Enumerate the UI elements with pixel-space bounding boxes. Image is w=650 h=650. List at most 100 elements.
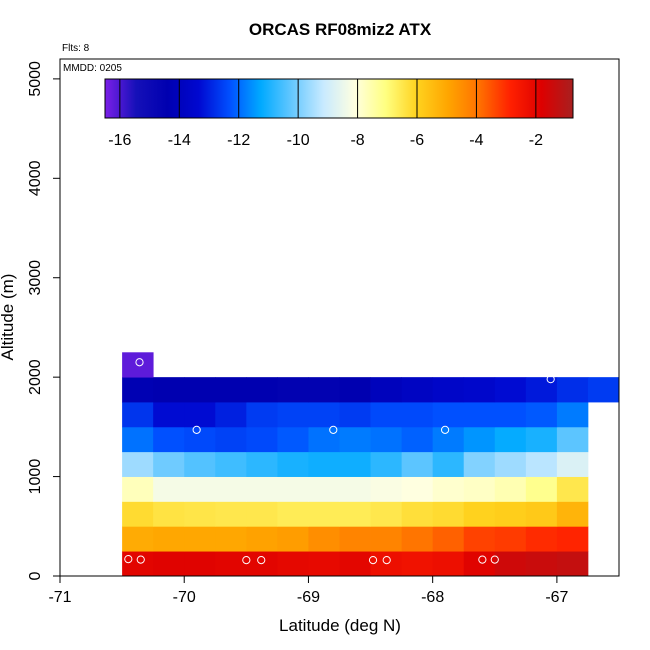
heatmap-cell (308, 551, 340, 577)
heatmap-cell (339, 501, 371, 527)
colorbar-tick-label: -10 (287, 132, 310, 149)
colorbar-gradient (104, 78, 574, 119)
heatmap-cell (432, 501, 465, 527)
heatmap-cell (401, 426, 434, 453)
colorbar-tick-label: -8 (350, 132, 364, 149)
heatmap-cell (463, 377, 496, 403)
heatmap-cell (494, 476, 527, 502)
colorbar-tick-label: -12 (227, 132, 250, 149)
sample-point (124, 554, 133, 564)
sample-point (490, 555, 499, 564)
heatmap-cell (184, 526, 216, 552)
heatmap-cell (153, 377, 185, 403)
heatmap-cell (401, 476, 434, 502)
heatmap-cell (308, 426, 340, 453)
sample-point (329, 425, 338, 434)
heatmap-cell (401, 551, 434, 577)
heatmap-cell (432, 451, 465, 477)
sample-point (382, 555, 391, 565)
sample-point (546, 375, 555, 384)
heatmap-cell (153, 526, 185, 552)
x-axis: -71 -70 -69 -68 -67 (48, 575, 569, 606)
heatmap-cell (525, 426, 558, 453)
heatmap-cell (463, 501, 496, 527)
heatmap-cell (525, 526, 558, 552)
sample-point (135, 358, 144, 367)
heatmap-cell (277, 501, 309, 527)
sample-points (124, 358, 555, 565)
heatmap-cell (246, 402, 278, 428)
heatmap-cell (277, 476, 309, 502)
heatmap-cell (184, 377, 216, 403)
heatmap-cell (432, 476, 465, 502)
heatmap-cell (308, 402, 340, 428)
x-tick-label: -67 (545, 589, 568, 606)
heatmap-cell (556, 476, 589, 502)
heatmap-cell (184, 476, 216, 502)
heatmap-cell (184, 402, 216, 428)
heatmap-cell (215, 501, 247, 527)
heatmap-cell (153, 476, 185, 502)
x-tick-label: -68 (421, 589, 444, 606)
heatmap-cell (308, 451, 340, 477)
heatmap-cell (432, 377, 465, 403)
heatmap-cell (463, 551, 496, 577)
heatmap-cell (370, 426, 403, 453)
heatmap-cell (122, 402, 154, 428)
colorbar-tick-label: -16 (108, 132, 131, 149)
heatmap-cell (339, 426, 371, 453)
x-axis-label: Latitude (deg N) (279, 616, 401, 635)
heatmap-cell (401, 377, 434, 403)
heatmap-cell (494, 451, 527, 477)
heatmap-cell (122, 377, 154, 403)
y-axis: 0 1000 2000 3000 4000 5000 (27, 61, 61, 580)
heatmap-cell (556, 526, 589, 552)
heatmap-cell (308, 526, 340, 552)
heatmap-cell (370, 501, 403, 527)
heatmap-cell (277, 451, 309, 477)
heatmap-cell (277, 402, 309, 428)
sample-point (192, 425, 201, 434)
heatmap-cell (215, 476, 247, 502)
chart-title: ORCAS RF08miz2 ATX (249, 20, 432, 39)
flights-annotation: Flts: 8 (62, 43, 90, 54)
heatmap-cell (401, 451, 434, 477)
heatmap-cell (184, 551, 216, 577)
heatmap-cell (463, 451, 496, 477)
heatmap-cell (122, 526, 154, 552)
x-tick-label: -70 (173, 589, 196, 606)
sample-point (478, 555, 487, 564)
heatmap-cell (401, 526, 434, 552)
heatmap-cell (556, 551, 589, 577)
heatmap-cell (432, 526, 465, 552)
sample-point (257, 555, 266, 565)
heatmap-cell (339, 551, 371, 577)
heatmap-cell (153, 402, 185, 428)
y-tick-label: 5000 (27, 61, 44, 97)
heatmap-cell (308, 501, 340, 527)
heatmap-cell (370, 451, 403, 477)
heatmap-cell (463, 402, 496, 428)
heatmap-cell (339, 402, 371, 428)
heatmap-cell (153, 451, 185, 477)
heatmap-cell (339, 476, 371, 502)
heatmap-cell (246, 377, 278, 403)
heatmap-cell (525, 451, 558, 477)
heatmap-cell (339, 526, 371, 552)
colorbar-tick-label: -14 (168, 132, 191, 149)
x-tick-label: -71 (48, 589, 71, 606)
heatmap-cell (556, 501, 589, 527)
heatmap-cell (339, 451, 371, 477)
colorbar-tick-label: -6 (410, 132, 424, 149)
heatmap-cell (153, 501, 185, 527)
heatmap-cell (370, 476, 403, 502)
heatmap-cell (122, 476, 154, 502)
heatmap-cell (246, 501, 278, 527)
y-tick-label: 2000 (27, 359, 44, 395)
heatmap-cell (556, 402, 589, 428)
colorbar: -16 -14 -12 -10 -8 -6 -4 -2 (104, 78, 574, 149)
heatmap-cell (277, 526, 309, 552)
heatmap-cell (215, 526, 247, 552)
